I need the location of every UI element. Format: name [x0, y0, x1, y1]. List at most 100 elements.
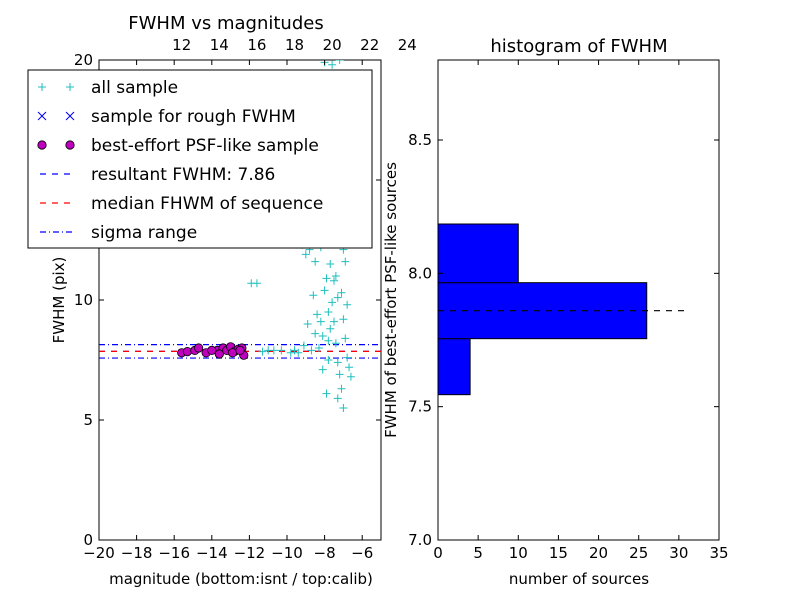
legend-label: best-effort PSF-like sample — [91, 136, 319, 156]
right-x-tick-label: 15 — [549, 544, 568, 562]
legend-label: resultant FWHM: 7.86 — [91, 165, 275, 185]
legend-marker — [65, 140, 75, 150]
all-sample-point — [324, 308, 333, 316]
all-sample-point — [322, 274, 331, 283]
all-sample-point — [341, 334, 350, 343]
left-top-tick-label: 24 — [398, 36, 417, 54]
left-top-tick-label: 16 — [247, 36, 266, 54]
all-sample-point — [311, 257, 320, 266]
left-x-tick-label: −10 — [271, 544, 303, 562]
psf-sample-point — [207, 345, 217, 355]
left-top-tick-label: 20 — [323, 36, 342, 54]
left-top-tick-label: 18 — [285, 36, 304, 54]
left-y-tick-label: 0 — [83, 531, 93, 549]
all-sample-point — [324, 356, 333, 364]
legend: all sample sample for rough FWHM best-effo… — [27, 69, 373, 249]
all-sample-point — [328, 298, 337, 307]
right-x-tick-label: 10 — [509, 544, 528, 562]
left-chart-title: FWHM vs magnitudes — [128, 13, 323, 34]
legend-label: sample for rough FWHM — [91, 107, 296, 127]
right-chart-title: histogram of FWHM — [490, 36, 667, 57]
psf-sample-point — [194, 343, 204, 353]
right-y-tick-label: 8.5 — [408, 131, 432, 149]
all-sample-point — [314, 344, 323, 352]
right-y-axis-label: FWHM of best-effort PSF-like sources — [382, 162, 400, 438]
left-x-tick-label: −18 — [121, 544, 153, 562]
all-sample-point — [313, 310, 322, 319]
all-sample-point — [309, 291, 318, 300]
legend-marker — [65, 111, 75, 121]
left-x-tick-label: −14 — [196, 544, 228, 562]
psf-sample-point — [235, 345, 245, 355]
legend-box — [27, 69, 373, 249]
right-y-tick-label: 7.5 — [408, 398, 432, 416]
all-sample-point — [337, 384, 346, 393]
psf-sample-point — [214, 349, 224, 359]
legend-label: sigma range — [91, 223, 197, 243]
all-sample-point — [324, 336, 333, 345]
all-sample-point — [328, 60, 337, 69]
left-y-axis-label: FWHM (pix) — [50, 257, 68, 344]
psf-sample-point — [182, 346, 192, 357]
left-x-tick-label: −12 — [234, 544, 266, 562]
all-sample-point — [301, 250, 310, 259]
left-y-tick-label: 20 — [74, 51, 93, 69]
right-x-tick-label: 0 — [433, 544, 443, 562]
all-sample-point — [294, 348, 303, 357]
all-sample-point — [311, 329, 320, 338]
legend-label: median FHWM of sequence — [91, 194, 323, 214]
left-x-tick-label: −20 — [83, 544, 115, 562]
left-y-tick-label: 10 — [74, 291, 93, 309]
all-sample-point — [258, 347, 267, 356]
all-sample-point — [341, 257, 350, 266]
left-top-tick-label: 12 — [172, 36, 191, 54]
all-sample-point — [330, 276, 338, 285]
left-x-tick-label: −8 — [314, 544, 336, 562]
right-y-tick-label: 8.0 — [408, 264, 432, 282]
legend-marker — [37, 140, 47, 150]
all-sample-point — [252, 279, 261, 288]
all-sample-point — [322, 389, 331, 398]
all-sample-point — [307, 346, 316, 355]
right-x-tick-label: 20 — [589, 544, 608, 562]
all-sample-point — [343, 300, 352, 309]
all-sample-point — [277, 346, 286, 355]
left-x-axis-label: magnitude (bottom:isnt / top:calib) — [109, 570, 373, 588]
histogram-bar — [437, 282, 648, 340]
legend-marker — [38, 83, 46, 91]
all-sample-point — [316, 317, 325, 326]
left-top-tick-label: 14 — [210, 36, 229, 54]
legend-marker — [66, 83, 74, 91]
all-sample-point — [303, 320, 312, 328]
right-y-tick-label: 7.0 — [408, 531, 432, 549]
left-x-tick-label: −16 — [158, 544, 190, 562]
all-sample-point — [331, 339, 340, 348]
legend-label: all sample — [91, 78, 178, 98]
all-sample-point — [330, 317, 338, 326]
all-sample-point — [264, 346, 273, 355]
all-sample-point — [320, 286, 329, 295]
all-sample-point — [331, 272, 340, 280]
all-sample-point — [333, 293, 342, 302]
psf-sample-point — [227, 348, 238, 358]
all-sample-point — [345, 363, 354, 372]
all-sample-point — [333, 358, 342, 367]
right-x-tick-label: 25 — [629, 544, 648, 562]
left-top-tick-label: 22 — [360, 36, 379, 54]
all-sample-point — [339, 404, 348, 412]
all-sample-point — [339, 315, 348, 324]
all-sample-point — [299, 341, 308, 350]
left-x-tick-label: −6 — [351, 544, 373, 562]
legend-marker — [37, 111, 47, 121]
all-sample-point — [318, 365, 327, 374]
right-x-axis-label: number of sources — [509, 570, 649, 588]
histogram-bar — [437, 223, 519, 284]
all-sample-point — [337, 288, 346, 297]
right-x-tick-label: 30 — [669, 544, 688, 562]
histogram-bar — [437, 338, 471, 396]
right-x-tick-label: 5 — [473, 544, 483, 562]
all-sample-point — [335, 370, 344, 379]
right-x-tick-label: 35 — [709, 544, 728, 562]
all-sample-point — [333, 394, 342, 403]
